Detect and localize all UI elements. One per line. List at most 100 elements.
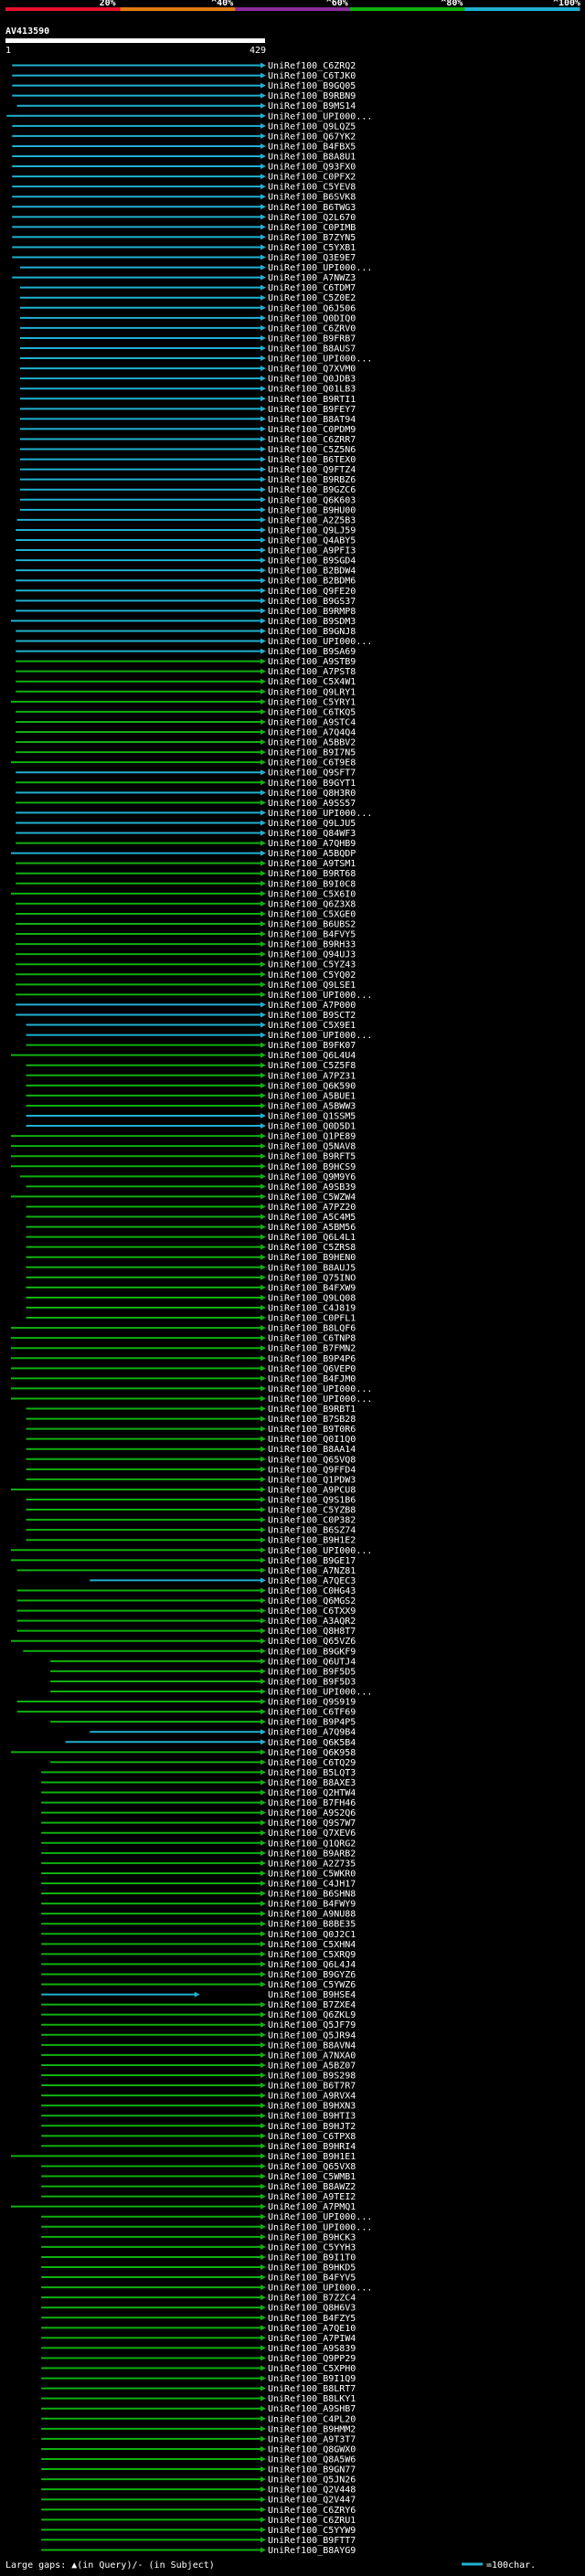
hit-row[interactable]: UniRef100_A7P000 — [16, 1001, 356, 1011]
hit-row[interactable]: UniRef100_Q65VX8 — [41, 2162, 356, 2172]
hit-label[interactable]: UniRef100_Q9M9Y6 — [268, 1172, 356, 1182]
hit-label[interactable]: UniRef100_B9H1E2 — [268, 1536, 356, 1546]
hit-row[interactable]: UniRef100_C6TDM7 — [19, 283, 356, 293]
hit-label[interactable]: UniRef100_Q9S7W7 — [268, 1818, 356, 1829]
hit-label[interactable]: UniRef100_B9GS37 — [268, 597, 356, 607]
hit-label[interactable]: UniRef100_Q1SSM5 — [268, 1112, 356, 1122]
hit-label[interactable]: UniRef100_Q6VEP0 — [268, 1364, 356, 1374]
hit-row[interactable]: UniRef100_Q8H6V3 — [41, 2304, 356, 2314]
hit-row[interactable]: UniRef100_B9HRI4 — [41, 2142, 356, 2152]
hit-row[interactable]: UniRef100_Q65VQ8 — [26, 1455, 356, 1465]
hit-row[interactable]: UniRef100_Q6ZKL9 — [41, 2010, 356, 2020]
hit-row[interactable]: UniRef100_B8A8U1 — [12, 153, 356, 163]
hit-row[interactable]: UniRef100_B9H1E2 — [26, 1536, 356, 1546]
hit-label[interactable]: UniRef100_B4FZY5 — [268, 2314, 356, 2324]
hit-row[interactable]: UniRef100_C6ZRR7 — [19, 435, 356, 445]
hit-label[interactable]: UniRef100_B9F5D5 — [268, 1667, 356, 1677]
hit-row[interactable]: UniRef100_Q7XVM0 — [19, 365, 356, 375]
hit-label[interactable]: UniRef100_A9SS57 — [268, 799, 356, 809]
hit-label[interactable]: UniRef100_Q1QRG2 — [268, 1839, 356, 1849]
hit-label[interactable]: UniRef100_A9S839 — [268, 2344, 356, 2354]
hit-label[interactable]: UniRef100_Q65VZ6 — [268, 1637, 356, 1647]
hit-label[interactable]: UniRef100_A9STB9 — [268, 657, 356, 667]
hit-row[interactable]: UniRef100_A9SS57 — [16, 799, 356, 809]
hit-row[interactable]: UniRef100_C5YXB1 — [12, 243, 356, 253]
hit-label[interactable]: UniRef100_Q2V447 — [268, 2496, 356, 2506]
hit-row[interactable]: UniRef100_B9GZC6 — [19, 485, 356, 495]
hit-label[interactable]: UniRef100_A5BUE1 — [268, 1091, 356, 1101]
hit-label[interactable]: UniRef100_A5BM56 — [268, 1223, 356, 1233]
hit-row[interactable]: UniRef100_B9ARB2 — [41, 1849, 356, 1859]
hit-label[interactable]: UniRef100_Q9SFT7 — [268, 769, 356, 779]
hit-label[interactable]: UniRef100_Q0I1Q0 — [268, 1435, 356, 1445]
hit-label[interactable]: UniRef100_B9RBZ6 — [268, 475, 356, 485]
hit-label[interactable]: UniRef100_UPI000... — [268, 1394, 372, 1405]
hit-row[interactable]: UniRef100_A5BQDP — [10, 849, 356, 859]
hit-row[interactable]: UniRef100_UPI000... — [19, 263, 372, 273]
hit-row[interactable]: UniRef100_B8AXE3 — [41, 1778, 356, 1788]
hit-label[interactable]: UniRef100_C0PDM9 — [268, 425, 356, 435]
hit-row[interactable]: UniRef100_A9S839 — [41, 2344, 356, 2354]
hit-label[interactable]: UniRef100_B8AYG9 — [268, 2546, 356, 2556]
hit-row[interactable]: UniRef100_C5WZW4 — [10, 1193, 356, 1203]
hit-row[interactable]: UniRef100_A2Z5B3 — [16, 515, 356, 525]
hit-label[interactable]: UniRef100_Q8H6V3 — [268, 2304, 356, 2314]
hit-label[interactable]: UniRef100_B4FWY9 — [268, 1900, 356, 1910]
hit-row[interactable]: UniRef100_B9F5D3 — [50, 1677, 356, 1687]
hit-label[interactable]: UniRef100_Q65VX8 — [268, 2162, 356, 2172]
hit-label[interactable]: UniRef100_A7PZ20 — [268, 1203, 356, 1213]
hit-row[interactable]: UniRef100_B9RBZ6 — [19, 475, 356, 485]
hit-label[interactable]: UniRef100_B9I0C8 — [268, 879, 356, 889]
hit-row[interactable]: UniRef100_Q94UJ3 — [16, 950, 356, 960]
hit-row[interactable]: UniRef100_B7ZXE4 — [41, 2000, 356, 2010]
hit-row[interactable]: UniRef100_C5WKR0 — [41, 1869, 356, 1879]
hit-label[interactable]: UniRef100_A9SHB7 — [268, 2404, 356, 2414]
hit-label[interactable]: UniRef100_B4FJM0 — [268, 1374, 356, 1384]
hit-row[interactable]: UniRef100_UPI000... — [16, 637, 372, 647]
hit-label[interactable]: UniRef100_C0PFX2 — [268, 173, 356, 183]
hit-row[interactable]: UniRef100_C4JH17 — [41, 1880, 356, 1890]
hit-row[interactable]: UniRef100_Q9LQ08 — [26, 1293, 356, 1303]
hit-row[interactable]: UniRef100_Q9LQZ5 — [12, 122, 356, 132]
hit-row[interactable]: UniRef100_Q8A5W6 — [41, 2455, 356, 2465]
hit-row[interactable]: UniRef100_Q0DIQ0 — [19, 313, 356, 323]
hit-row[interactable]: UniRef100_Q4ABY5 — [16, 536, 356, 546]
hit-row[interactable]: UniRef100_B8LRT7 — [41, 2384, 356, 2394]
hit-row[interactable]: UniRef100_A7QEC3 — [90, 1576, 356, 1586]
hit-label[interactable]: UniRef100_Q94UJ3 — [268, 950, 356, 960]
hit-label[interactable]: UniRef100_B9GNJ8 — [268, 627, 356, 637]
hit-label[interactable]: UniRef100_Q6L4L1 — [268, 1233, 356, 1243]
hit-label[interactable]: UniRef100_Q9FTZ4 — [268, 465, 356, 475]
hit-label[interactable]: UniRef100_B8AWZ2 — [268, 2182, 356, 2192]
hit-row[interactable]: UniRef100_B8AWZ2 — [41, 2182, 356, 2192]
hit-row[interactable]: UniRef100_Q9PP29 — [41, 2354, 356, 2364]
hit-row[interactable]: UniRef100_C0PIMB — [12, 223, 356, 233]
hit-row[interactable]: UniRef100_A9SHB7 — [41, 2404, 356, 2414]
hit-row[interactable]: UniRef100_B6SVK8 — [12, 193, 356, 203]
hit-label[interactable]: UniRef100_Q5JR94 — [268, 2030, 356, 2041]
hit-row[interactable]: UniRef100_A9NU88 — [41, 1910, 356, 1920]
hit-label[interactable]: UniRef100_B7FMN2 — [268, 1344, 356, 1354]
hit-row[interactable]: UniRef100_A9PFI3 — [16, 546, 356, 557]
hit-row[interactable]: UniRef100_Q6L4U4 — [10, 1051, 356, 1061]
hit-label[interactable]: UniRef100_B9HJT2 — [268, 2122, 356, 2132]
hit-label[interactable]: UniRef100_C6TKQ5 — [268, 707, 356, 717]
hit-row[interactable]: UniRef100_B9F5D5 — [50, 1667, 356, 1677]
hit-row[interactable]: UniRef100_A9STC4 — [16, 717, 356, 727]
hit-row[interactable]: UniRef100_C5Z5F8 — [26, 1061, 356, 1071]
hit-label[interactable]: UniRef100_Q3E9E7 — [268, 253, 356, 263]
hit-label[interactable]: UniRef100_C6TDM7 — [268, 283, 356, 293]
hit-label[interactable]: UniRef100_B9GN77 — [268, 2465, 356, 2475]
hit-label[interactable]: UniRef100_C6T9E8 — [268, 758, 356, 769]
hit-label[interactable]: UniRef100_B9FEY7 — [268, 405, 356, 415]
hit-row[interactable]: UniRef100_A5BUE1 — [26, 1091, 356, 1101]
hit-label[interactable]: UniRef100_Q8H3R0 — [268, 789, 356, 799]
hit-row[interactable]: UniRef100_Q6UTJ4 — [50, 1657, 356, 1667]
hit-row[interactable]: UniRef100_Q6Z3X8 — [16, 899, 356, 909]
hit-label[interactable]: UniRef100_A2Z735 — [268, 1859, 356, 1869]
hit-label[interactable]: UniRef100_A9T3T7 — [268, 2434, 356, 2444]
hit-label[interactable]: UniRef100_UPI000... — [268, 809, 372, 819]
hit-label[interactable]: UniRef100_B7ZZC4 — [268, 2294, 356, 2304]
hit-label[interactable]: UniRef100_Q6L4J4 — [268, 1960, 356, 1970]
hit-label[interactable]: UniRef100_C4J819 — [268, 1304, 356, 1314]
